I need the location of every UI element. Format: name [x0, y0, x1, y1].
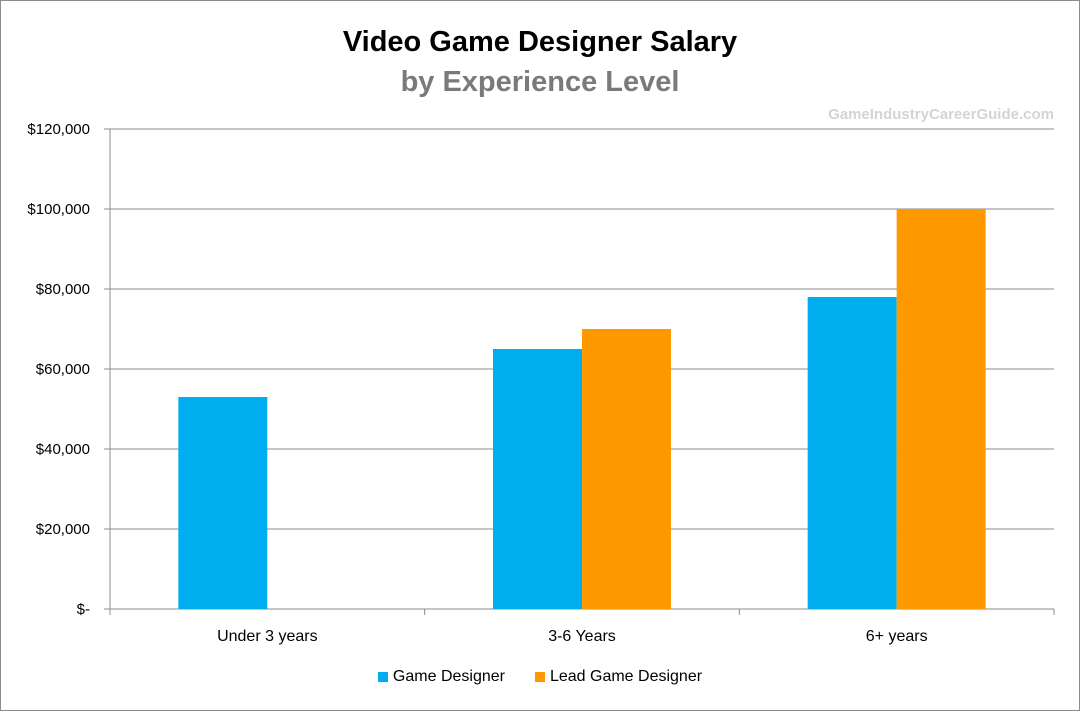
- legend-label-lead-game-designer: Lead Game Designer: [549, 668, 703, 685]
- legend-swatch-lead-game-designer: [534, 672, 545, 682]
- y-tick-label: $100,000: [27, 201, 90, 218]
- x-tick-label: Under 3 years: [217, 628, 318, 645]
- legend-item-lead-game-designer: Lead Game Designer: [534, 668, 703, 686]
- bar: [896, 209, 986, 609]
- legend-label-game-designer: Game Designer: [392, 668, 505, 685]
- x-tick-label: 3-6 Years: [548, 628, 616, 645]
- y-tick-label: $-: [77, 601, 90, 618]
- y-tick-label: $40,000: [36, 441, 90, 458]
- y-tick-label: $120,000: [27, 121, 90, 138]
- bar: [178, 397, 268, 609]
- legend-item-game-designer: Game Designer: [377, 668, 505, 686]
- x-tick-label: 6+ years: [866, 628, 928, 645]
- legend-swatch-game-designer: [377, 672, 388, 682]
- bar: [493, 349, 582, 609]
- legend: Game Designer Lead Game Designer: [0, 668, 1080, 686]
- bar: [582, 329, 671, 609]
- y-tick-label: $60,000: [36, 361, 90, 378]
- watermark-text: GameIndustryCareerGuide.com: [828, 106, 1054, 123]
- y-tick-label: $80,000: [36, 281, 90, 298]
- chart-subtitle: by Experience Level: [400, 66, 680, 98]
- chart-title: Video Game Designer Salary: [342, 26, 738, 58]
- y-tick-label: $20,000: [36, 521, 90, 538]
- bar: [807, 297, 897, 609]
